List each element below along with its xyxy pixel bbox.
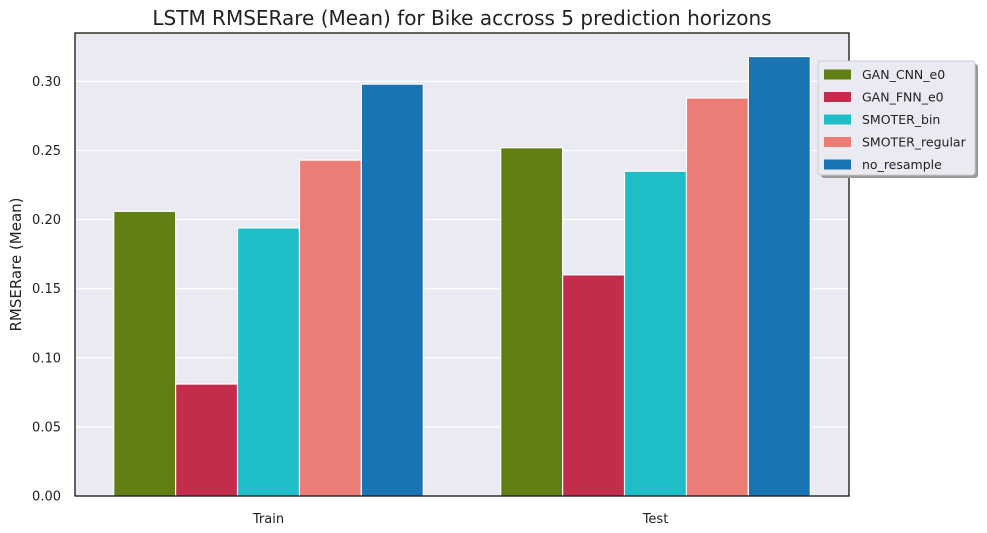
y-axis-label: RMSERare (Mean) <box>7 197 25 331</box>
y-tick-label: 0.10 <box>32 351 61 366</box>
bar-GAN_CNN_e0-Test <box>500 147 564 497</box>
x-axis-ticks: Train Test <box>252 512 668 527</box>
y-tick-label: 0.30 <box>32 75 61 90</box>
legend-box <box>817 60 976 176</box>
bar-SMOTER_bin-Train <box>236 227 301 497</box>
legend-swatch-SMOTER_regular <box>824 137 851 147</box>
y-tick-label: 0.00 <box>32 490 61 505</box>
bar-GAN_FNN_e0-Test <box>562 274 626 497</box>
y-tick-label: 0.25 <box>32 144 61 159</box>
y-tick-label: 0.20 <box>32 213 61 228</box>
bar-no_resample-Train <box>360 83 424 497</box>
plot-frame <box>74 32 850 497</box>
bar-GAN_CNN_e0-Train <box>113 210 177 497</box>
legend-label: no_resample <box>862 157 942 172</box>
legend-label: SMOTER_regular <box>862 135 967 150</box>
bars <box>113 55 811 497</box>
chart-title: LSTM RMSERare (Mean) for Bike accross 5 … <box>152 6 771 30</box>
legend-label: GAN_FNN_e0 <box>862 90 944 105</box>
y-tick-label: 0.05 <box>32 420 61 435</box>
bar-SMOTER_bin-Test <box>623 170 688 497</box>
legend: GAN_CNN_e0 GAN_FNN_e0 SMOTER_bin SMOTER_reg… <box>817 60 978 178</box>
legend-swatch-no_resample <box>824 159 851 170</box>
legend-swatch-SMOTER_bin <box>824 114 851 125</box>
bar-no_resample-Test <box>747 55 811 497</box>
y-axis-ticks: 0.00 0.05 0.10 0.15 0.20 0.25 0.30 <box>32 75 61 505</box>
legend-label: SMOTER_bin <box>862 112 940 127</box>
bar-SMOTER_regular-Train <box>298 159 362 497</box>
legend-swatch-GAN_FNN_e0 <box>824 92 851 102</box>
y-tick-label: 0.15 <box>32 282 61 297</box>
bar-GAN_FNN_e0-Train <box>175 383 239 497</box>
x-tick-label: Test <box>642 512 669 527</box>
x-tick-label: Train <box>252 512 284 527</box>
bar-SMOTER_regular-Test <box>685 97 749 497</box>
legend-label: GAN_CNN_e0 <box>862 67 945 82</box>
legend-swatch-GAN_CNN_e0 <box>824 69 851 80</box>
